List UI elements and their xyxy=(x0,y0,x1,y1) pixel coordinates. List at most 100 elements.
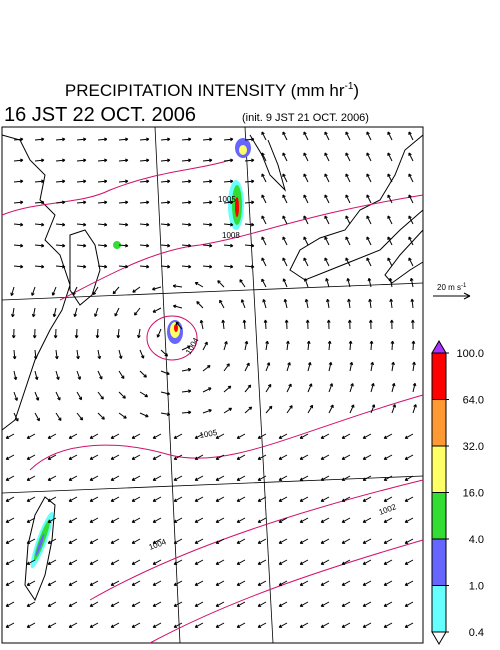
wind-arrow xyxy=(97,349,102,360)
wind-arrow xyxy=(116,328,121,339)
wind-arrow xyxy=(68,622,78,628)
wind-arrow xyxy=(244,158,255,163)
colorbar-segment xyxy=(431,538,447,586)
wind-arrow xyxy=(223,385,232,393)
korea xyxy=(249,134,286,192)
wind-arrow xyxy=(215,580,225,586)
wind-arrow xyxy=(383,433,393,439)
wind-arrow xyxy=(173,559,183,565)
wind-arrow xyxy=(95,328,100,339)
wind-arrow xyxy=(11,307,15,318)
wind-arrow xyxy=(303,215,309,225)
wind-arrow xyxy=(5,433,15,439)
wind-arrow xyxy=(26,454,36,460)
wind-arrow xyxy=(68,538,78,544)
wind-arrow xyxy=(196,301,204,309)
wind-arrow xyxy=(89,454,99,460)
wind-arrow xyxy=(160,243,171,248)
wind-arrow xyxy=(97,200,108,205)
wind-arrow xyxy=(194,580,204,586)
wind-arrow xyxy=(347,298,351,309)
isobar xyxy=(59,194,424,301)
wind-arrow xyxy=(320,496,330,502)
wind-arrow xyxy=(223,222,234,227)
wind-arrow xyxy=(265,383,272,393)
wind-arrow xyxy=(89,559,99,565)
vector-key-arrowhead xyxy=(463,292,471,300)
wind-arrow xyxy=(348,340,353,351)
wind-arrow xyxy=(387,215,393,225)
wind-arrow xyxy=(202,341,208,351)
wind-arrow xyxy=(202,364,211,372)
wind-arrow xyxy=(118,179,129,184)
wind-arrow xyxy=(404,601,414,607)
wind-arrow xyxy=(110,559,120,565)
wind-arrow xyxy=(152,454,162,460)
isobar-label: 1005 xyxy=(218,195,236,204)
colorbar-label: 4.0 xyxy=(469,534,484,546)
wind-arrow xyxy=(299,538,309,544)
wind-arrow xyxy=(76,200,87,205)
wind-arrow xyxy=(244,264,255,269)
wind-arrow xyxy=(152,433,162,439)
wind-arrow xyxy=(55,412,62,421)
wind-arrow xyxy=(76,222,87,227)
wind-arrow xyxy=(282,215,288,225)
wind-arrow xyxy=(383,601,393,607)
wind-arrow xyxy=(242,319,247,330)
wind-arrow xyxy=(55,179,66,184)
wind-arrow xyxy=(74,328,79,339)
wind-arrow xyxy=(13,243,24,248)
wind-arrow xyxy=(320,580,330,586)
wind-arrow xyxy=(160,391,171,396)
wind-arrow xyxy=(257,517,267,523)
wind-arrow xyxy=(299,496,309,502)
wind-arrow xyxy=(305,319,310,330)
wind-arrow xyxy=(152,622,162,628)
wind-arrow xyxy=(383,622,393,628)
wind-arrow xyxy=(349,383,354,393)
wind-arrow xyxy=(5,622,15,628)
wind-arrow xyxy=(181,264,192,269)
wind-arrow xyxy=(341,454,351,460)
wind-arrow xyxy=(118,412,127,419)
wind-arrow xyxy=(76,412,84,421)
wind-arrow xyxy=(139,200,150,205)
colorbar-segment xyxy=(431,399,447,447)
wind-arrow xyxy=(68,517,78,523)
wind-arrow xyxy=(341,517,351,523)
wind-arrow xyxy=(97,179,108,184)
wind-arrow xyxy=(299,580,309,586)
wind-arrow xyxy=(236,517,246,523)
wind-arrow xyxy=(408,257,414,267)
wind-arrow xyxy=(160,158,171,163)
wind-arrow xyxy=(265,362,271,372)
wind-arrow xyxy=(366,194,372,204)
wind-arrow xyxy=(299,454,309,460)
wind-arrow xyxy=(262,299,267,309)
wind-arrow xyxy=(303,173,309,183)
wind-arrow xyxy=(13,264,24,269)
wind-arrow xyxy=(13,158,24,163)
wind-arrow xyxy=(5,517,15,523)
wind-arrow xyxy=(404,454,414,460)
wind-arrow xyxy=(408,152,414,162)
wind-arrow xyxy=(68,454,78,460)
wind-arrow xyxy=(370,383,375,393)
wind-arrow xyxy=(408,173,414,183)
wind-arrow xyxy=(362,580,372,586)
wind-arrow xyxy=(404,622,414,628)
wind-arrow xyxy=(362,454,372,460)
wind-arrow xyxy=(282,236,288,246)
isobar xyxy=(1,159,231,216)
wind-arrow xyxy=(5,601,15,607)
wind-arrow xyxy=(307,361,312,372)
wind-arrow xyxy=(47,517,57,523)
wind-arrow xyxy=(112,286,120,295)
colorbar-segment xyxy=(431,585,447,633)
wind-arrow xyxy=(278,538,288,544)
wind-arrow xyxy=(173,454,183,460)
wind-arrow xyxy=(34,179,45,184)
wind-arrow xyxy=(383,475,393,481)
